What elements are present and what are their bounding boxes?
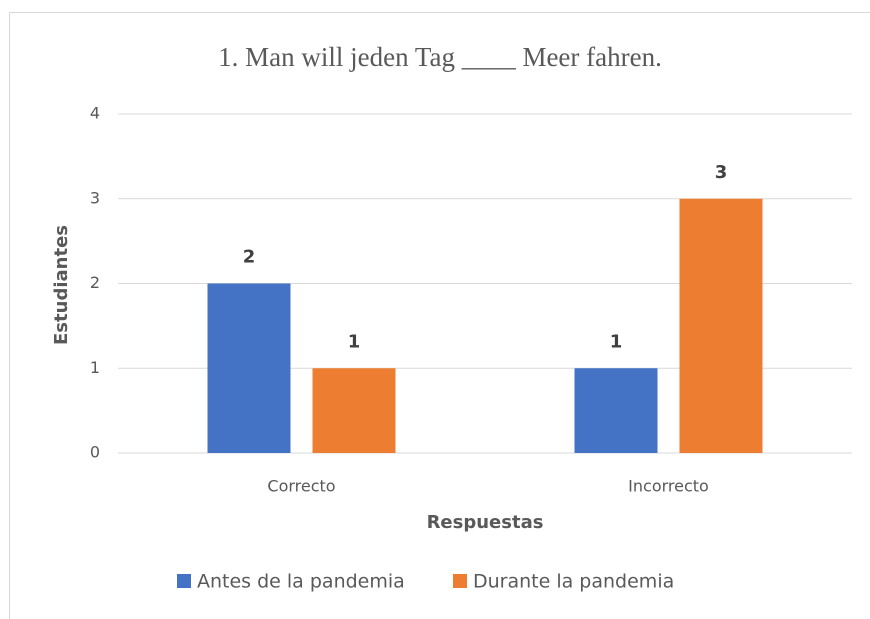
bar xyxy=(207,283,291,453)
x-axis-title: Respuestas xyxy=(427,512,544,533)
y-tick-label: 1 xyxy=(90,358,100,377)
y-tick-label: 2 xyxy=(90,273,100,292)
y-tick-label: 4 xyxy=(90,104,100,123)
y-axis-title: Estudiantes xyxy=(51,225,72,345)
x-tick-label: Correcto xyxy=(267,477,335,496)
legend-swatch xyxy=(453,574,467,588)
data-label: 1 xyxy=(610,331,623,352)
legend-label: Antes de la pandemia xyxy=(197,571,405,593)
chart-border xyxy=(9,12,870,619)
data-label: 2 xyxy=(243,247,256,268)
x-tick-label: Incorrecto xyxy=(628,477,709,496)
bar xyxy=(679,198,763,453)
data-label: 1 xyxy=(348,331,361,352)
bar xyxy=(574,368,658,453)
legend-swatch xyxy=(177,574,191,588)
bar xyxy=(312,368,396,453)
chart-title: 1. Man will jeden Tag ____ Meer fahren. xyxy=(218,42,662,72)
y-tick-label: 3 xyxy=(90,188,100,207)
y-tick-label: 0 xyxy=(90,443,100,462)
data-label: 3 xyxy=(715,162,728,183)
legend-label: Durante la pandemia xyxy=(473,571,674,593)
